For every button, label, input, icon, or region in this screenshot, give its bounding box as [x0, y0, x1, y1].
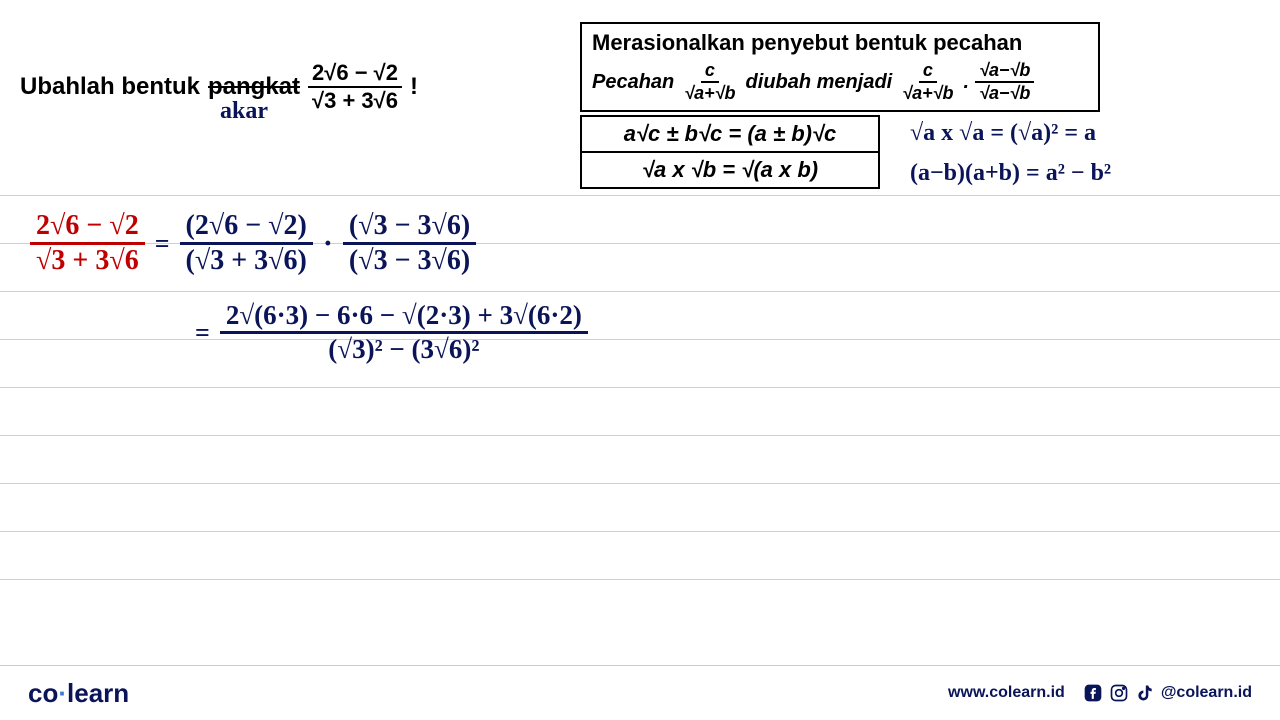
surd-rule-1: a√c ± b√c = (a ± b)√c [582, 117, 878, 153]
problem-suffix: ! [410, 73, 418, 101]
whiteboard: Ubahlah bentuk pangkat 2√6 − √2 √3 + 3√6… [0, 0, 1280, 650]
identity-1: √a x √a = (√a)² = a [910, 120, 1096, 147]
logo: co·learn [28, 678, 129, 709]
surd-rule-2: √a x √b = √(a x b) [582, 153, 878, 187]
footer-handle: @colearn.id [1161, 684, 1252, 702]
footer: co·learn www.colearn.id @colearn.id [0, 665, 1280, 720]
problem-prefix: Ubahlah bentuk [20, 73, 200, 101]
struck-word: pangkat [208, 73, 300, 101]
identity-2: (a−b)(a+b) = a² − b² [910, 160, 1111, 187]
rule-title: Merasionalkan penyebut bentuk pecahan [592, 30, 1088, 56]
problem-num: 2√6 − √2 [308, 60, 402, 88]
step-2: = 2√(6·3) − 6·6 − √(2·3) + 3√(6·2) (√3)²… [195, 300, 588, 365]
rule-word1: Pecahan [592, 71, 674, 94]
tiktok-icon [1135, 683, 1155, 703]
correction-word: akar [220, 98, 268, 125]
instagram-icon [1109, 683, 1129, 703]
problem-fraction: 2√6 − √2 √3 + 3√6 [308, 60, 402, 114]
rule-box-surd: a√c ± b√c = (a ± b)√c √a x √b = √(a x b) [580, 115, 880, 189]
rule-word2: diubah menjadi [746, 71, 893, 94]
footer-url: www.colearn.id [948, 684, 1065, 702]
problem-statement: Ubahlah bentuk pangkat 2√6 − √2 √3 + 3√6… [20, 60, 418, 114]
social-icons: @colearn.id [1083, 683, 1252, 703]
problem-den: √3 + 3√6 [308, 88, 402, 114]
facebook-icon [1083, 683, 1103, 703]
step-1: 2√6 − √2 √3 + 3√6 = (2√6 − √2) (√3 + 3√6… [30, 210, 476, 277]
rule-box-rationalize: Merasionalkan penyebut bentuk pecahan Pe… [580, 22, 1100, 112]
